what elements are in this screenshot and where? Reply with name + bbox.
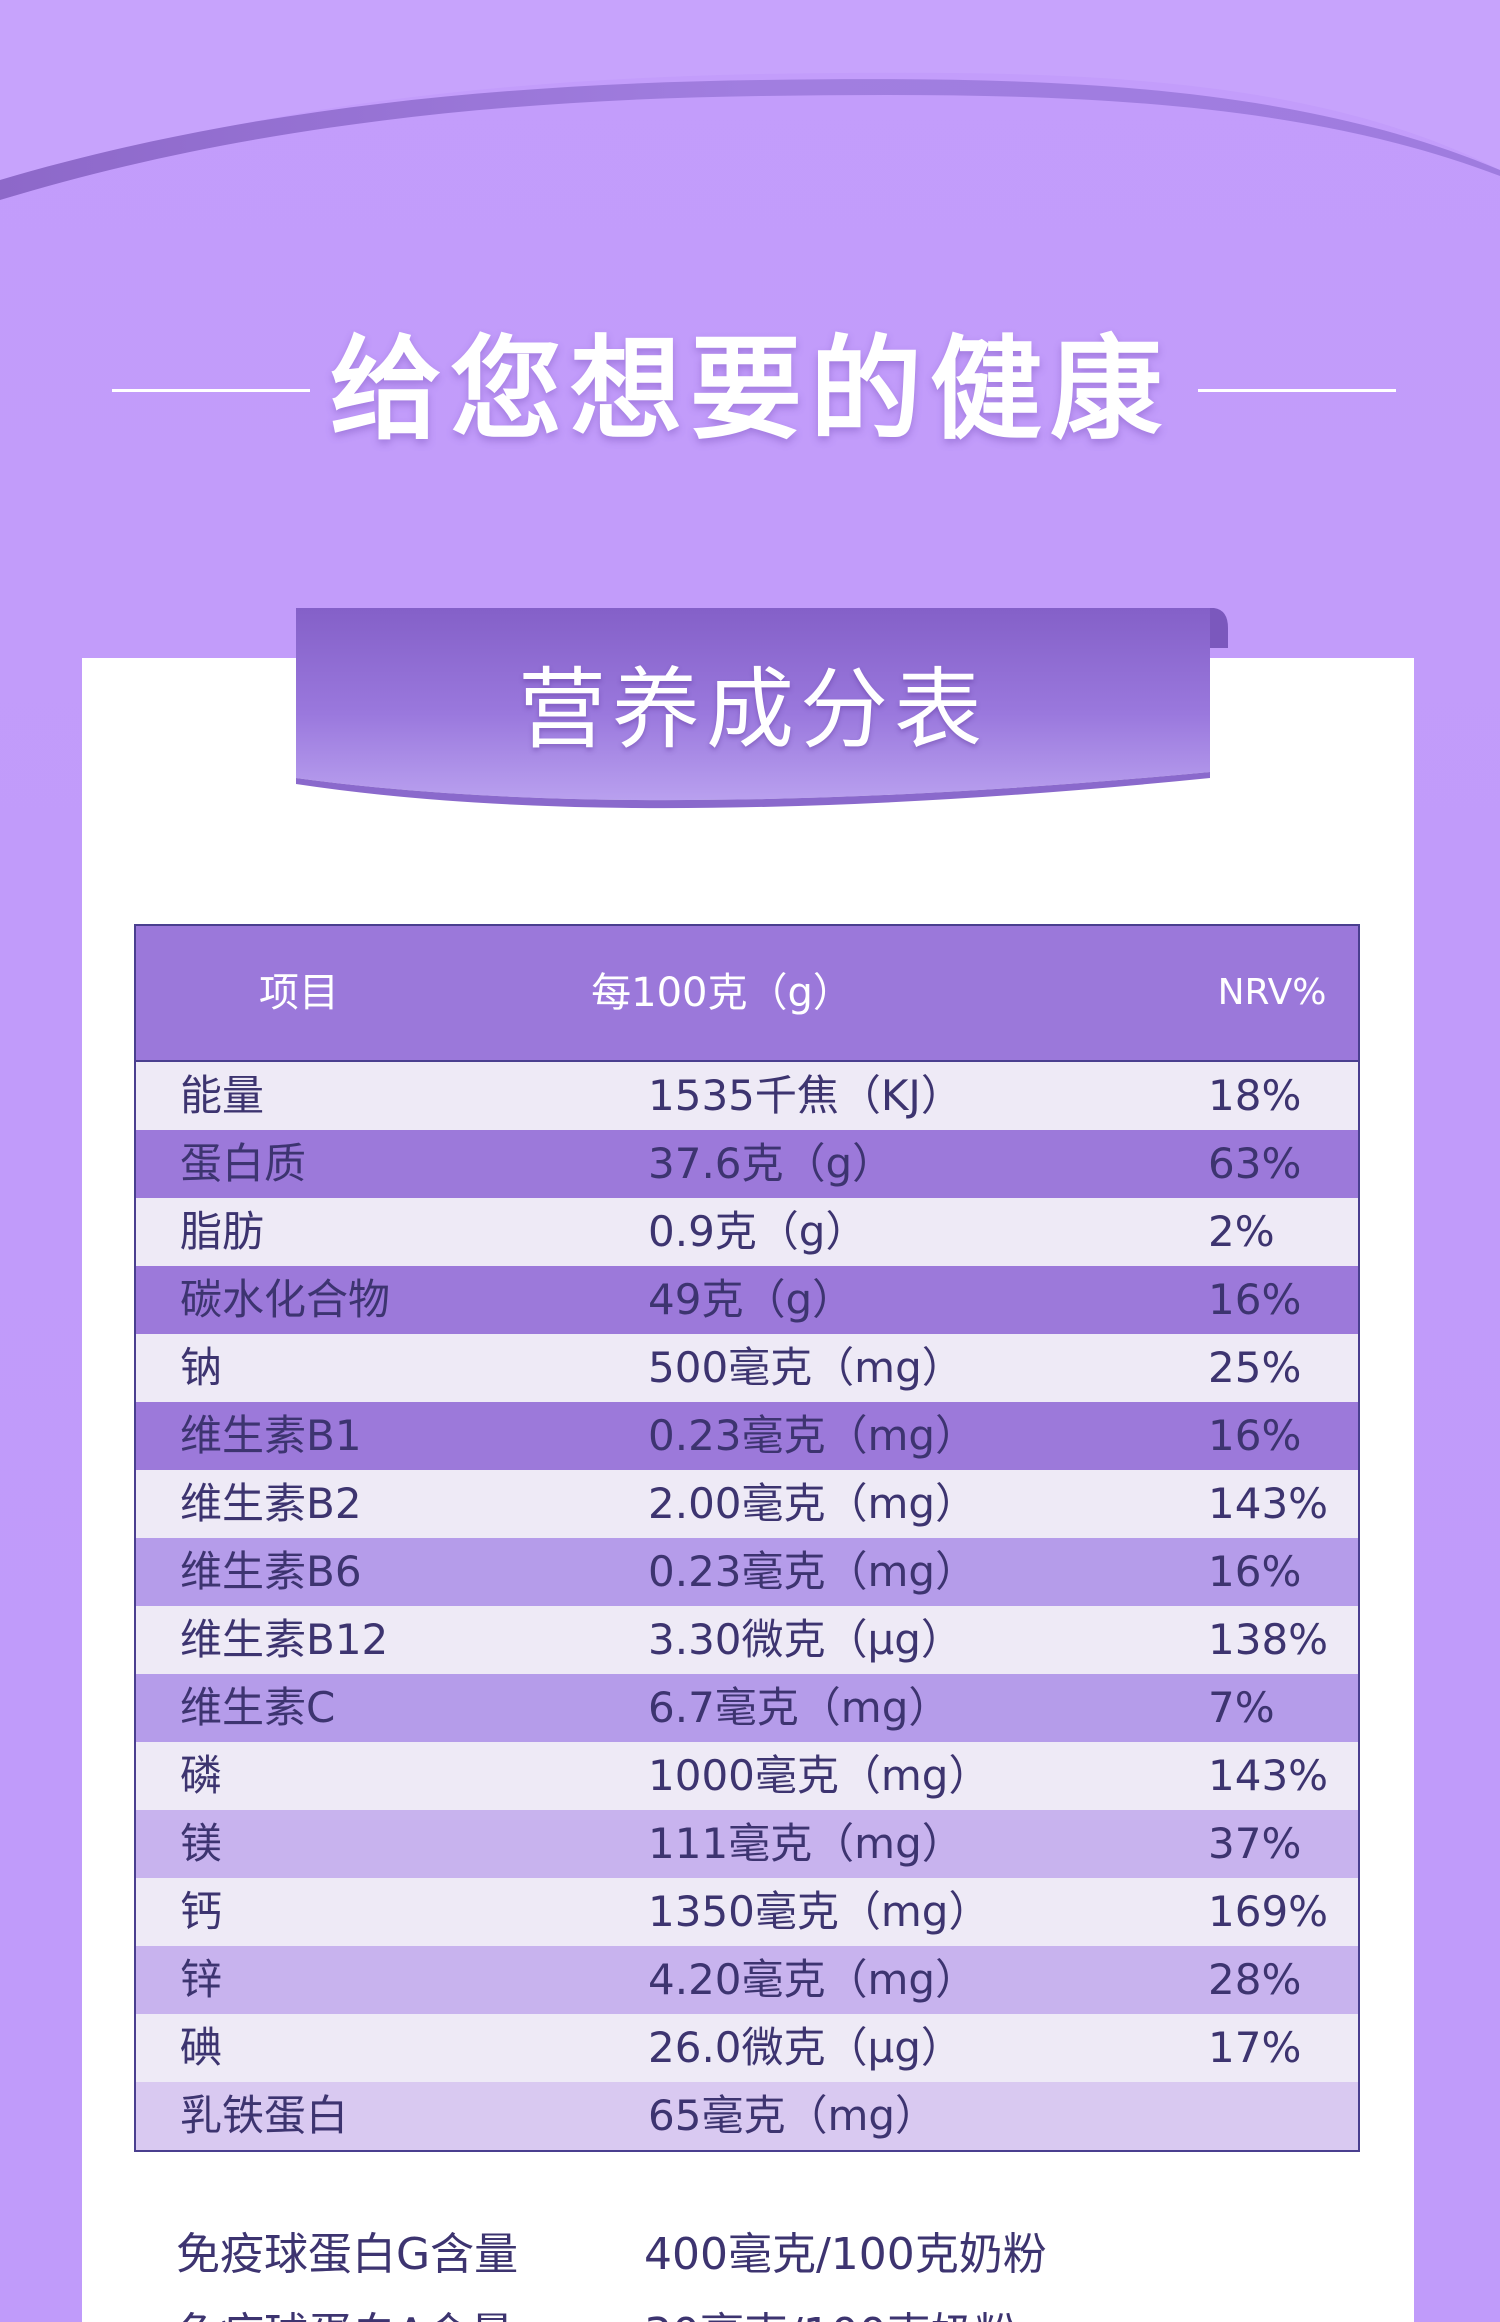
row-nrv: 138%	[1208, 1615, 1329, 1664]
row-amount: 500毫克（mg）	[648, 1343, 964, 1392]
row-item: 维生素B1	[180, 1411, 362, 1460]
row-item: 能量	[180, 1071, 265, 1120]
table-row: 能量 1535千焦（KJ） 18%	[136, 1062, 1358, 1130]
row-item: 锌	[180, 1955, 223, 2004]
row-amount: 0.9克（g）	[648, 1207, 868, 1256]
row-item: 乳铁蛋白	[180, 2091, 349, 2140]
row-item: 镁	[180, 1819, 223, 1868]
footnote-value: 400毫克/100克奶粉	[644, 2229, 1047, 2280]
row-item: 钙	[180, 1887, 223, 1936]
table-row: 维生素B2 2.00毫克（mg） 143%	[136, 1470, 1358, 1538]
row-item: 脂肪	[180, 1207, 265, 1256]
table-row: 维生素B12 3.30微克（μg） 138%	[136, 1606, 1358, 1674]
row-amount: 6.7毫克（mg）	[648, 1683, 951, 1732]
row-item: 碘	[180, 2023, 223, 2072]
column-header-nrv: NRV%	[1217, 972, 1327, 1013]
row-item: 维生素B2	[180, 1479, 362, 1528]
row-amount: 1535千焦（KJ）	[648, 1071, 963, 1120]
heading-divider-right	[1198, 389, 1396, 392]
row-amount: 111毫克（mg）	[648, 1819, 964, 1868]
table-row: 镁 111毫克（mg） 37%	[136, 1810, 1358, 1878]
table-row: 碳水化合物 49克（g） 16%	[136, 1266, 1358, 1334]
row-item: 维生素C	[180, 1683, 336, 1732]
row-amount: 49克（g）	[648, 1275, 855, 1324]
table-row: 脂肪 0.9克（g） 2%	[136, 1198, 1358, 1266]
column-header-item: 项目	[259, 970, 339, 1016]
table-row: 碘 26.0微克（μg） 17%	[136, 2014, 1358, 2082]
row-amount: 1350毫克（mg）	[648, 1887, 991, 1936]
heading-divider-left	[112, 389, 310, 392]
row-amount: 0.23毫克（mg）	[648, 1547, 978, 1596]
row-item: 蛋白质	[180, 1139, 307, 1188]
footnote-label: 免疫球蛋白A含量	[176, 2300, 514, 2322]
row-nrv: 7%	[1208, 1683, 1275, 1732]
row-nrv: 169%	[1208, 1887, 1329, 1936]
row-amount: 4.20毫克（mg）	[648, 1955, 978, 2004]
row-amount: 26.0微克（μg）	[648, 2023, 963, 2072]
row-nrv: 18%	[1208, 1071, 1302, 1120]
row-item: 磷	[180, 1751, 223, 1800]
footnote-igg: 免疫球蛋白G含量 400毫克/100克奶粉	[176, 2220, 1376, 2290]
row-amount: 37.6克（g）	[648, 1139, 895, 1188]
heading-row: 给您想要的健康	[0, 320, 1500, 460]
row-amount: 2.00毫克（mg）	[648, 1479, 978, 1528]
table-row: 钠 500毫克（mg） 25%	[136, 1334, 1358, 1402]
row-nrv: 143%	[1208, 1479, 1329, 1528]
row-amount: 1000毫克（mg）	[648, 1751, 991, 1800]
row-nrv: 63%	[1208, 1139, 1302, 1188]
row-item: 维生素B6	[180, 1547, 362, 1596]
row-nrv: 25%	[1208, 1343, 1302, 1392]
column-header-amount: 每100克（g）	[591, 970, 853, 1016]
row-item: 维生素B12	[180, 1615, 389, 1664]
row-amount: 65毫克（mg）	[648, 2091, 938, 2140]
footnote-iga: 免疫球蛋白A含量 30毫克/100克奶粉	[176, 2300, 1376, 2322]
page-title: 给您想要的健康	[330, 325, 1170, 455]
row-nrv: 143%	[1208, 1751, 1329, 1800]
row-nrv: 16%	[1208, 1547, 1302, 1596]
row-amount: 3.30微克（μg）	[648, 1615, 963, 1664]
row-nrv: 16%	[1208, 1411, 1302, 1460]
row-item: 碳水化合物	[180, 1275, 391, 1324]
row-nrv: 2%	[1208, 1207, 1275, 1256]
table-row: 乳铁蛋白 65毫克（mg）	[136, 2082, 1358, 2150]
table-row: 维生素B1 0.23毫克（mg） 16%	[136, 1402, 1358, 1470]
decorative-arc	[0, 0, 1500, 200]
row-nrv: 28%	[1208, 1955, 1302, 2004]
table-row: 钙 1350毫克（mg） 169%	[136, 1878, 1358, 1946]
footnote-label: 免疫球蛋白G含量	[176, 2229, 519, 2280]
table-row: 蛋白质 37.6克（g） 63%	[136, 1130, 1358, 1198]
table-header: 项目 每100克（g） NRV%	[136, 926, 1358, 1062]
table-row: 维生素B6 0.23毫克（mg） 16%	[136, 1538, 1358, 1606]
table-row: 维生素C 6.7毫克（mg） 7%	[136, 1674, 1358, 1742]
row-nrv: 17%	[1208, 2023, 1302, 2072]
row-nrv: 16%	[1208, 1275, 1302, 1324]
row-amount: 0.23毫克（mg）	[648, 1411, 978, 1460]
nutrition-table: 项目 每100克（g） NRV% 能量 1535千焦（KJ） 18% 蛋白质 3…	[134, 924, 1360, 2152]
section-ribbon	[296, 608, 1228, 809]
section-title: 营养成分表	[517, 658, 988, 761]
table-row: 锌 4.20毫克（mg） 28%	[136, 1946, 1358, 2014]
row-item: 钠	[180, 1343, 223, 1392]
row-nrv: 37%	[1208, 1819, 1302, 1868]
footnote-value: 30毫克/100克奶粉	[644, 2300, 1019, 2322]
table-row: 磷 1000毫克（mg） 143%	[136, 1742, 1358, 1810]
